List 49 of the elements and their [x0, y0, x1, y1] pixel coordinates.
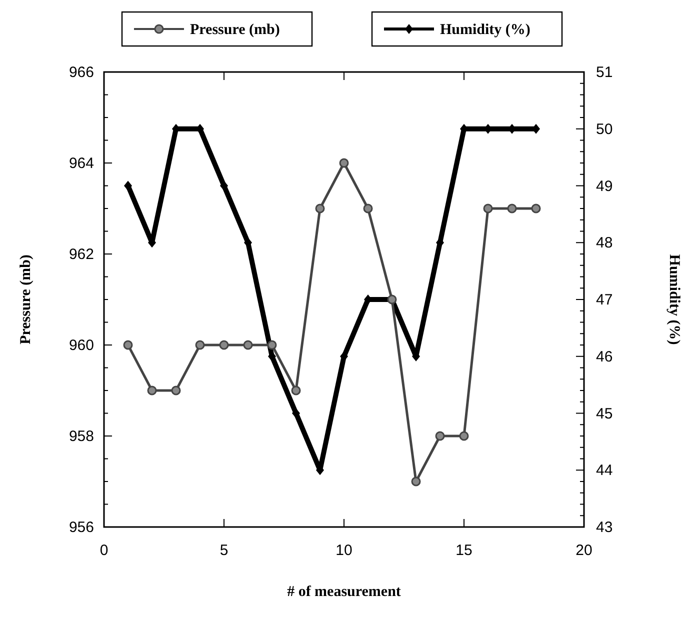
- point: [171, 386, 181, 396]
- point: [267, 340, 277, 350]
- y2-tick-label: 44: [596, 462, 613, 480]
- point: [147, 386, 157, 396]
- legend-label: Pressure (mb): [190, 22, 280, 38]
- point: [124, 180, 132, 191]
- y2-tick-label: 51: [596, 64, 613, 81]
- x-tick-label: 20: [576, 542, 592, 559]
- y-tick-label: 966: [68, 64, 94, 81]
- point: [291, 386, 301, 396]
- point: [315, 204, 325, 214]
- point: [220, 180, 228, 191]
- legend-label: Humidity (%): [440, 22, 530, 38]
- point: [483, 204, 493, 214]
- y-tick-label: 960: [68, 337, 94, 354]
- y-tick-label: 958: [68, 428, 94, 445]
- y2-axis-title: Humidity (%): [666, 254, 682, 345]
- x-axis-title: # of measurement: [287, 584, 401, 600]
- point: [219, 340, 229, 350]
- point: [196, 124, 204, 134]
- y2-tick-label: 47: [596, 292, 613, 308]
- point: [363, 204, 373, 214]
- point: [531, 204, 541, 214]
- point: [292, 408, 300, 418]
- point: [532, 124, 540, 134]
- y2-tick-label: 49: [596, 178, 613, 195]
- x-tick-label: 5: [220, 542, 228, 559]
- y-tick-label: 964: [68, 155, 94, 172]
- y-tick-label: 962: [68, 246, 94, 263]
- point: [484, 124, 492, 134]
- y2-tick-label: 43: [596, 519, 613, 536]
- point: [339, 158, 349, 168]
- y2-tick-label: 50: [596, 120, 613, 138]
- y2-tick-label: 45: [596, 405, 613, 422]
- point: [459, 431, 469, 441]
- y-axis-title: Pressure (mb): [18, 254, 34, 344]
- x-tick-label: 15: [456, 542, 472, 559]
- x-tick-label: 0: [100, 542, 108, 559]
- point: [243, 340, 253, 350]
- y2-tick-label: 48: [596, 234, 613, 252]
- point: [508, 124, 516, 134]
- y2-tick-label: 46: [596, 348, 613, 366]
- x-tick-label: 10: [336, 542, 352, 559]
- point: [195, 340, 205, 350]
- y-tick-label: 956: [68, 519, 94, 536]
- point: [411, 476, 421, 486]
- point: [435, 431, 445, 441]
- point: [123, 340, 133, 350]
- point: [507, 204, 517, 214]
